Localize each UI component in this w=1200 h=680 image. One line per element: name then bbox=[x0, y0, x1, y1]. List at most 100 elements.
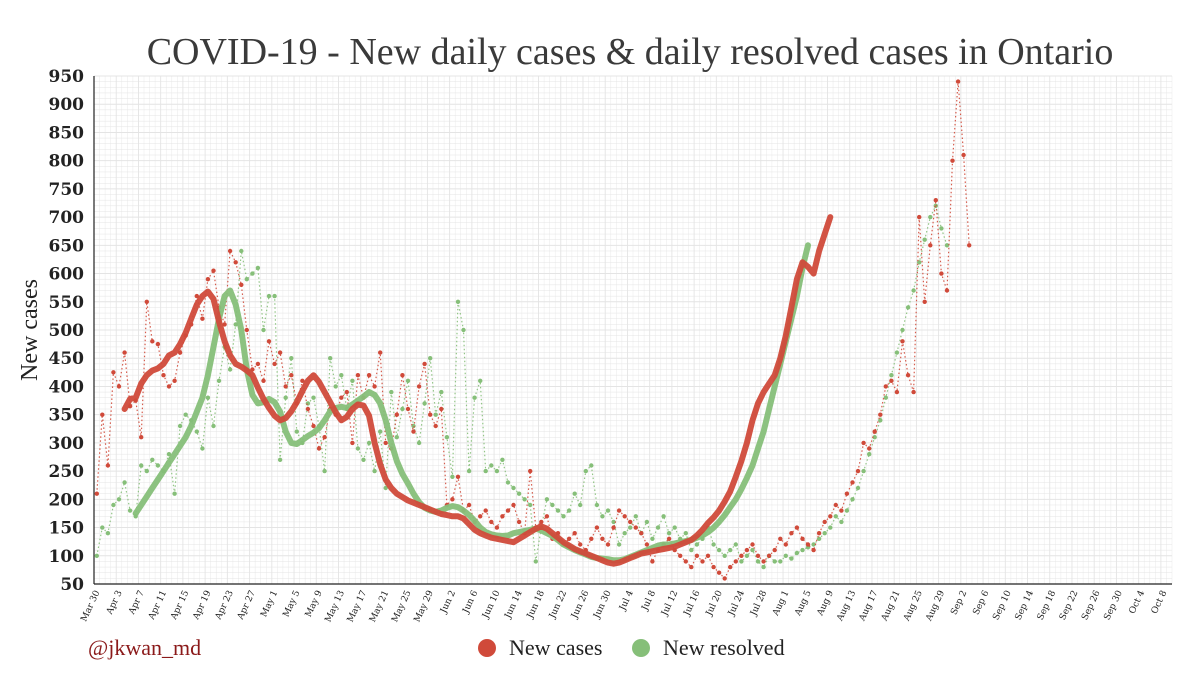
point-new-resolved-daily bbox=[250, 271, 255, 276]
point-new-cases-daily bbox=[789, 531, 794, 536]
point-new-cases-daily bbox=[605, 542, 611, 547]
point-new-resolved-daily bbox=[672, 525, 677, 530]
point-new-resolved-daily bbox=[366, 440, 372, 446]
point-new-resolved-daily bbox=[711, 542, 716, 547]
point-new-resolved-daily bbox=[489, 463, 494, 468]
point-new-cases-daily bbox=[933, 198, 938, 203]
point-new-resolved-daily bbox=[522, 497, 527, 502]
axes bbox=[93, 76, 1172, 585]
point-new-cases-daily bbox=[439, 406, 444, 412]
x-tick-label: Sep 22 bbox=[1058, 589, 1080, 622]
point-new-resolved-daily bbox=[328, 356, 333, 361]
point-new-resolved-daily bbox=[216, 378, 222, 383]
point-new-resolved-daily bbox=[339, 373, 344, 378]
point-new-resolved-daily bbox=[266, 293, 272, 299]
point-new-resolved-daily bbox=[761, 564, 766, 570]
point-new-cases-daily bbox=[416, 384, 422, 389]
point-new-resolved-daily bbox=[294, 429, 299, 434]
y-tick-label: 900 bbox=[49, 95, 85, 115]
point-new-cases-daily bbox=[689, 564, 694, 570]
point-new-resolved-daily bbox=[155, 463, 161, 468]
point-new-cases-daily bbox=[222, 322, 227, 327]
point-new-cases-daily bbox=[300, 378, 305, 383]
point-new-resolved-daily bbox=[511, 485, 516, 491]
point-new-resolved-daily bbox=[683, 531, 688, 536]
point-new-cases-daily bbox=[722, 576, 727, 581]
point-new-cases-daily bbox=[455, 474, 461, 479]
point-new-cases-daily bbox=[483, 508, 488, 513]
point-new-cases-daily bbox=[783, 542, 788, 547]
point-new-resolved-daily bbox=[750, 547, 755, 553]
point-new-resolved-daily bbox=[483, 468, 488, 474]
point-new-resolved-daily bbox=[661, 514, 666, 519]
x-tick-label: Apr 19 bbox=[191, 589, 214, 622]
point-new-resolved-daily bbox=[855, 485, 861, 491]
point-new-resolved-daily bbox=[277, 457, 283, 462]
x-tick-label: Jun 26 bbox=[570, 589, 592, 621]
point-new-resolved-daily bbox=[850, 497, 855, 502]
point-new-resolved-daily bbox=[583, 468, 588, 474]
point-new-cases-daily bbox=[867, 446, 872, 451]
point-new-cases-daily bbox=[155, 341, 161, 347]
point-new-resolved-daily bbox=[255, 265, 261, 271]
point-new-cases-daily bbox=[600, 536, 605, 541]
point-new-resolved-daily bbox=[555, 508, 561, 513]
x-tick-label: May 1 bbox=[259, 589, 280, 619]
point-new-resolved-daily bbox=[772, 559, 777, 564]
y-tick-label: 250 bbox=[49, 462, 85, 482]
x-tick-label: Aug 13 bbox=[835, 589, 858, 624]
point-new-resolved-daily bbox=[150, 457, 155, 462]
x-tick-label: Jun 22 bbox=[547, 589, 569, 621]
point-new-cases-daily bbox=[900, 339, 905, 344]
point-new-cases-daily bbox=[511, 502, 516, 508]
point-new-resolved-daily bbox=[816, 536, 822, 541]
point-new-cases-daily bbox=[794, 525, 800, 530]
point-new-resolved-daily bbox=[883, 395, 888, 400]
point-new-cases-daily bbox=[94, 491, 100, 496]
point-new-cases-daily bbox=[105, 463, 111, 468]
x-tick-label: May 5 bbox=[282, 589, 303, 619]
point-new-resolved-daily bbox=[905, 305, 911, 310]
point-new-cases-daily bbox=[728, 564, 733, 570]
x-tick-label: May 21 bbox=[368, 589, 391, 624]
point-new-cases-daily bbox=[939, 271, 944, 276]
x-tick-label: Apr 15 bbox=[169, 589, 192, 622]
point-new-resolved-daily bbox=[416, 440, 422, 446]
x-tick-label: Sep 30 bbox=[1103, 589, 1126, 622]
y-axis-ticks: 50 100 150 200 250 300 350 400 450 500 550 600 650 70… bbox=[49, 67, 85, 595]
point-new-cases-daily bbox=[289, 373, 294, 378]
point-new-cases-daily bbox=[883, 384, 888, 389]
y-tick-label: 350 bbox=[49, 406, 85, 426]
x-tick-label: Sep 14 bbox=[1014, 589, 1037, 622]
point-new-cases-daily bbox=[200, 316, 205, 321]
point-new-resolved-daily bbox=[922, 237, 927, 242]
point-new-cases-daily bbox=[450, 497, 455, 502]
point-new-resolved-daily bbox=[433, 412, 438, 417]
x-tick-label: Aug 17 bbox=[857, 589, 880, 624]
x-tick-label: Sep 6 bbox=[972, 589, 992, 617]
point-new-cases-daily bbox=[944, 288, 950, 293]
x-tick-label: Aug 5 bbox=[793, 589, 814, 619]
point-new-resolved-daily bbox=[466, 468, 472, 474]
point-new-resolved-daily bbox=[166, 452, 172, 457]
point-new-resolved-daily bbox=[600, 514, 605, 519]
point-new-cases-daily bbox=[872, 429, 877, 434]
point-new-resolved-daily bbox=[478, 378, 483, 383]
author-handle: @jkwan_md bbox=[88, 635, 201, 660]
point-new-resolved-daily bbox=[227, 367, 233, 372]
point-new-resolved-daily bbox=[450, 474, 455, 479]
point-new-cases-daily bbox=[505, 508, 511, 513]
point-new-cases-daily bbox=[478, 514, 483, 519]
point-new-resolved-daily bbox=[494, 468, 500, 474]
point-new-resolved-daily bbox=[611, 519, 616, 525]
point-new-resolved-daily bbox=[105, 531, 111, 536]
point-new-cases-daily bbox=[967, 243, 972, 248]
point-new-cases-daily bbox=[239, 282, 244, 287]
line-new-resolved-daily bbox=[96, 204, 948, 569]
point-new-resolved-daily bbox=[144, 468, 149, 474]
point-new-cases-daily bbox=[172, 378, 177, 383]
y-tick-label: 150 bbox=[49, 519, 85, 539]
point-new-cases-daily bbox=[589, 536, 594, 541]
point-new-cases-daily bbox=[878, 412, 883, 417]
legend-marker-new-resolved bbox=[632, 639, 650, 657]
